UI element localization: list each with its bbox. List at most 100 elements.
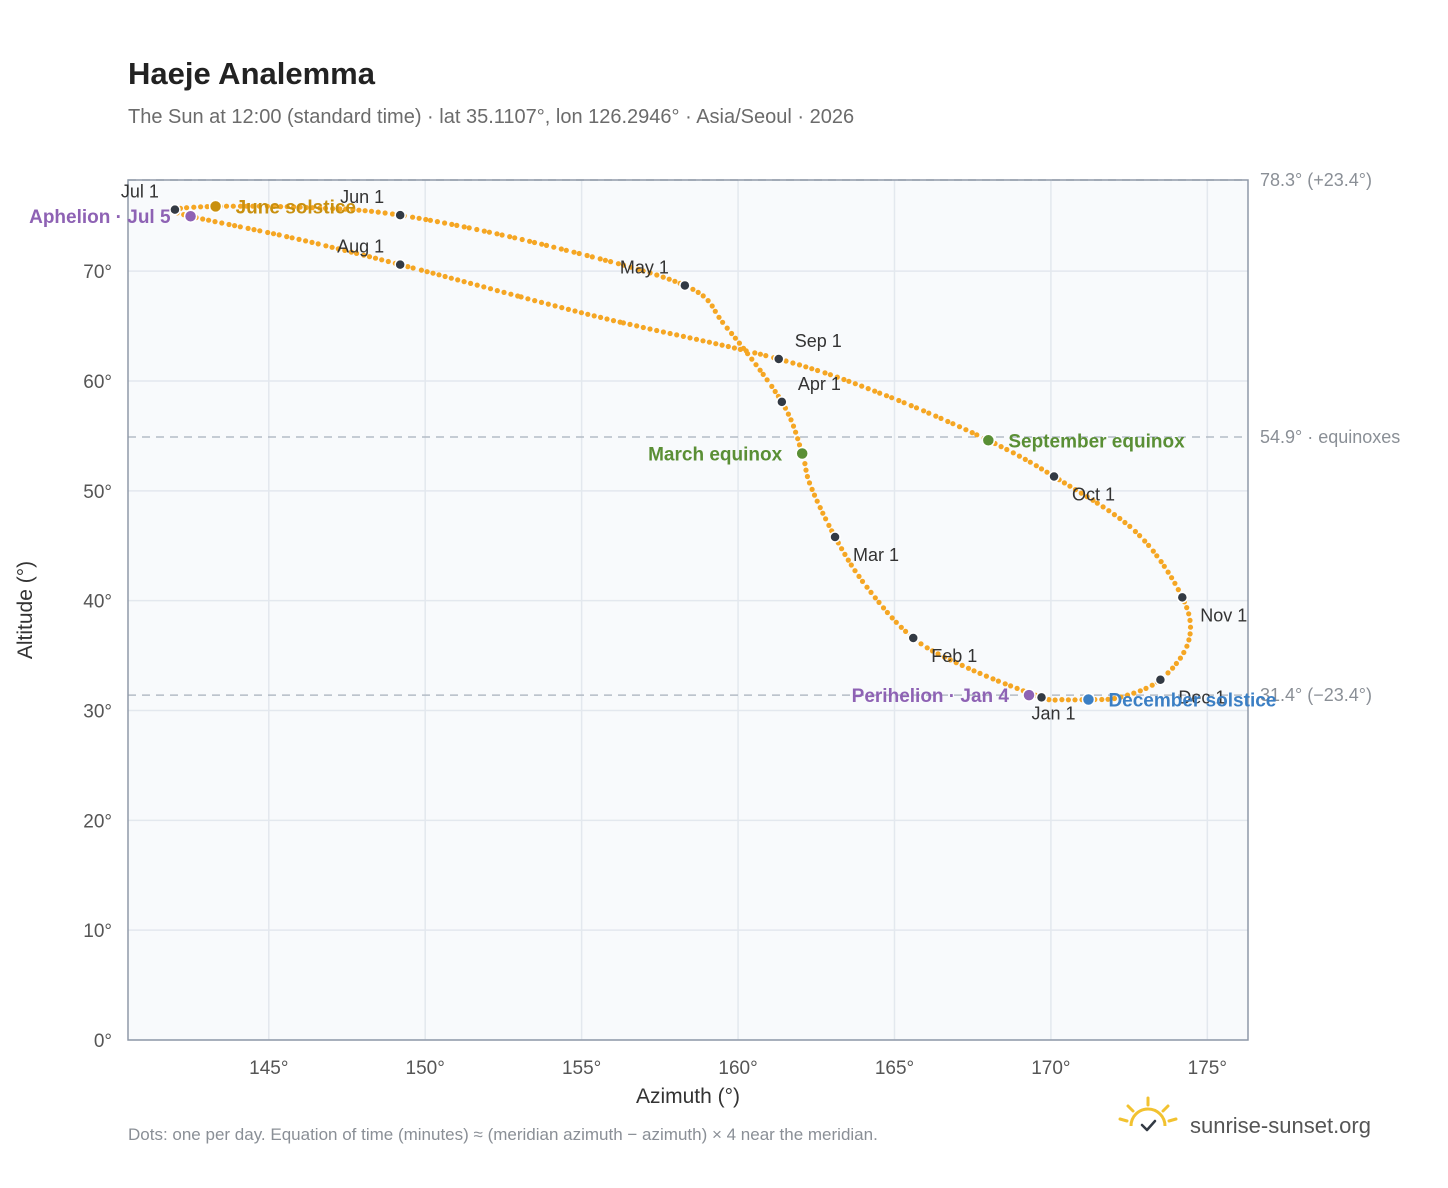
daily-sun-dot <box>856 573 862 580</box>
daily-sun-dot <box>804 473 811 480</box>
daily-sun-dot <box>410 214 416 220</box>
month-markers: Jan 1 Feb 1 Mar 1 Apr 1 May 1 Jun 1 Jul 1 Aug 1… <box>121 182 1247 724</box>
daily-sun-dot <box>337 206 343 212</box>
daily-sun-dot <box>427 217 433 223</box>
daily-sun-dot <box>687 335 693 341</box>
daily-sun-dot <box>660 329 667 335</box>
daily-sun-dot <box>834 374 840 380</box>
daily-sun-dot <box>356 207 362 213</box>
daily-sun-dot <box>461 279 467 285</box>
daily-sun-dot <box>184 205 190 211</box>
daily-sun-dot <box>753 362 759 368</box>
daily-sun-dot <box>959 662 965 669</box>
month-marker-dot <box>679 279 691 292</box>
daily-sun-dot <box>1137 688 1143 694</box>
daily-sun-dot <box>1065 697 1071 703</box>
daily-sun-dot <box>1173 660 1179 667</box>
x-tick-label: 175° <box>1188 1058 1227 1079</box>
daily-sun-dot <box>410 265 416 271</box>
daily-sun-dot <box>749 356 755 362</box>
daily-sun-dot <box>309 205 315 211</box>
daily-sun-dot <box>1170 665 1176 671</box>
daily-sun-dot <box>200 216 206 222</box>
daily-sun-dot <box>971 668 977 674</box>
event-marker-label: September equinox <box>1008 431 1185 452</box>
daily-sun-dot <box>315 241 321 247</box>
month-marker-dot <box>1048 470 1060 483</box>
y-tick-label: 10° <box>83 921 112 942</box>
daily-sun-dot <box>990 676 996 682</box>
daily-sun-dot <box>525 296 531 302</box>
daily-sun-dot <box>303 204 309 211</box>
daily-sun-dot <box>872 388 878 394</box>
x-axis-label: Azimuth (°) <box>636 1085 740 1108</box>
daily-sun-dot <box>368 208 375 214</box>
daily-sun-dot <box>1105 696 1111 702</box>
daily-sun-dot <box>859 578 866 585</box>
event-marker-label: June solstice <box>236 197 356 218</box>
daily-sun-dot <box>706 339 713 345</box>
daily-sun-dot <box>342 247 348 253</box>
month-marker-dot <box>1154 673 1167 686</box>
daily-sun-dot <box>512 235 518 241</box>
daily-sun-dot <box>977 670 983 677</box>
daily-sun-dot <box>597 256 603 262</box>
plot-frame <box>127 179 1249 1041</box>
daily-sun-dot <box>720 319 726 325</box>
plot-area <box>128 180 1248 1040</box>
chart-subtitle: The Sun at 12:00 (standard time) · lat 3… <box>128 106 854 128</box>
daily-sun-dot <box>1137 533 1143 539</box>
daily-sun-dot <box>1124 692 1131 698</box>
daily-sun-dot <box>1150 548 1156 554</box>
daily-sun-dot <box>418 267 424 273</box>
daily-sun-dot <box>950 421 956 427</box>
daily-sun-dot <box>725 343 731 350</box>
daily-sun-dot <box>848 562 854 568</box>
daily-sun-dot <box>271 203 277 209</box>
event-marker-label: March equinox <box>648 444 783 465</box>
daily-sun-dot <box>1072 697 1078 703</box>
daily-sun-dot <box>232 223 238 229</box>
daily-sun-dot <box>230 203 236 209</box>
daily-sun-dot <box>487 286 494 292</box>
footnote: Dots: one per day. Equation of time (min… <box>128 1125 878 1144</box>
daily-sun-dot <box>889 615 895 621</box>
daily-sun-dot <box>889 395 895 401</box>
daily-sun-dot <box>448 275 454 281</box>
daily-sun-dot <box>430 270 436 276</box>
daily-sun-dot <box>518 294 524 300</box>
daily-sun-dot <box>974 432 980 438</box>
daily-sun-dot <box>501 289 507 295</box>
daily-sun-dot <box>329 244 335 250</box>
daily-sun-dot <box>424 269 430 275</box>
daily-sun-dot <box>876 599 882 606</box>
reference-line-label: 31.4° (−23.4°) <box>1260 685 1372 705</box>
daily-sun-dot <box>474 226 480 233</box>
daily-sun-dot <box>690 286 696 292</box>
x-tick-label: 160° <box>718 1058 757 1079</box>
daily-sun-dot <box>705 298 711 304</box>
daily-sun-dot <box>538 299 545 305</box>
daily-sun-dot <box>578 310 585 316</box>
daily-sun-dot <box>270 231 277 237</box>
daily-sun-dot <box>212 219 218 225</box>
daily-sun-dot <box>627 321 633 327</box>
daily-sun-dot <box>1027 459 1033 465</box>
daily-sun-dot <box>790 423 797 429</box>
daily-sun-dot <box>763 353 769 359</box>
daily-sun-dot <box>362 208 368 214</box>
daily-sun-dot <box>666 276 672 282</box>
daily-sun-dot <box>839 546 845 552</box>
daily-sun-dot <box>935 651 941 657</box>
daily-sun-dot <box>896 397 902 404</box>
daily-sun-dot <box>256 203 262 209</box>
daily-sun-dot <box>1186 637 1192 643</box>
month-marker-dot <box>394 258 406 271</box>
daily-sun-dot <box>815 367 821 374</box>
daily-sun-dot <box>576 250 582 257</box>
daily-sun-dot <box>674 332 680 338</box>
month-marker-label: Nov 1 <box>1200 605 1247 625</box>
daily-sun-dot <box>640 324 646 331</box>
